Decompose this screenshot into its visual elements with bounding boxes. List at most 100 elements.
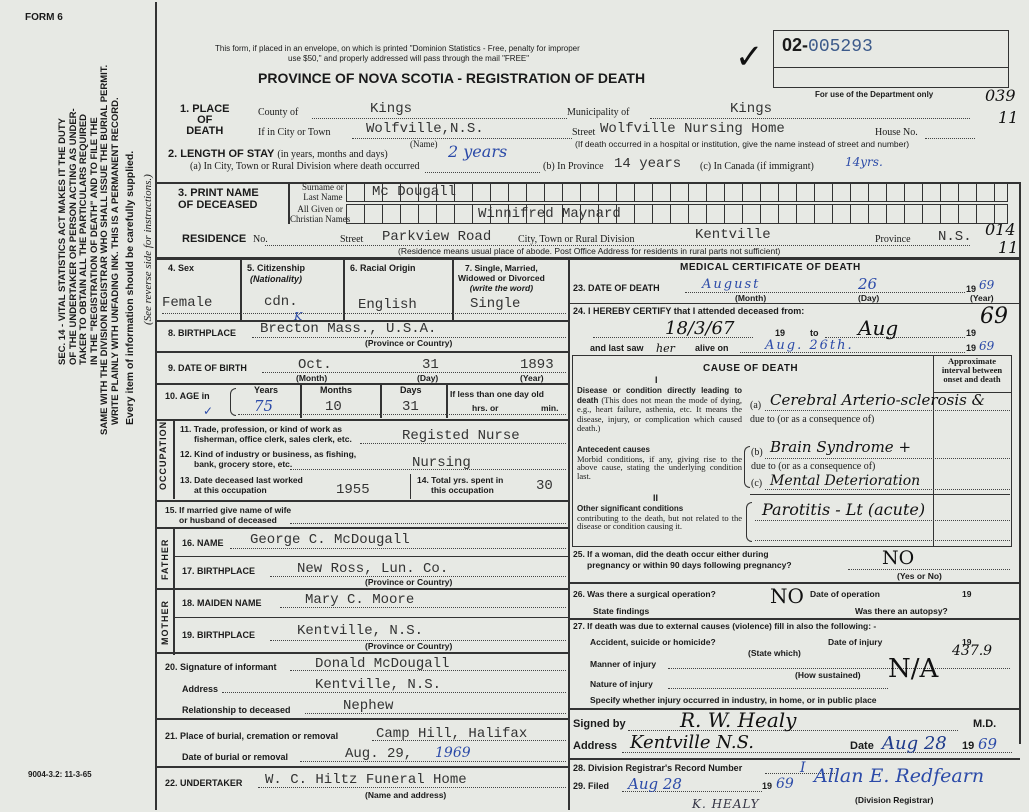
label: 13. Date deceased last worked <box>180 475 303 485</box>
label: Morbid conditions, if any, giving rise t… <box>577 453 742 481</box>
divider <box>157 588 568 590</box>
mother-birthplace: Kentville, N.S. <box>297 623 424 639</box>
hospital-note: (If death occurred in a hospital or inst… <box>575 139 910 149</box>
registrar-signature: Allan E. Redfearn <box>814 765 985 787</box>
due-to-label: due to (or as a consequence of) <box>751 461 876 472</box>
q15-label: 15. If married give name of wife or husba… <box>165 505 291 525</box>
residence-street-value: Parkview Road <box>382 229 492 245</box>
page-title: PROVINCE OF NOVA SCOTIA - REGISTRATION O… <box>258 70 646 86</box>
label: 11. Trade, profession, or kind of work a… <box>180 424 343 434</box>
line <box>270 640 566 641</box>
q26-label: 26. Was there a surgical operation? <box>573 589 716 599</box>
other-conditions-help: Other significant conditions contributing… <box>577 504 742 531</box>
reg-prefix: 02- <box>782 35 809 55</box>
birthplace-correction: K <box>294 310 303 323</box>
see-reverse-note: (See reverse side for instructions.) <box>142 174 154 325</box>
death-day: 26 <box>858 275 878 293</box>
label: (in years, months and days) <box>277 149 388 160</box>
province-country-note: (Province or Country) <box>365 641 453 651</box>
divider <box>343 258 345 320</box>
line <box>765 773 835 774</box>
residence-province-value: N.S. <box>938 229 972 245</box>
stay-b-value: 14 years <box>614 156 682 172</box>
divider <box>380 384 382 418</box>
spouse-line <box>290 523 566 524</box>
direct-cause-help: Disease or condition directly leading to… <box>577 386 742 434</box>
line <box>270 576 566 577</box>
dept-code: 014 <box>985 220 1016 239</box>
divider <box>568 758 1020 760</box>
line <box>622 752 1012 753</box>
q25-label: 25. If a woman, did the death occur eith… <box>573 549 792 571</box>
last-saw-date: Aug. 26th. <box>765 338 854 353</box>
line <box>238 414 566 415</box>
divider <box>568 618 1020 620</box>
line <box>593 337 753 338</box>
divider <box>157 527 568 529</box>
informant-name: Donald McDougall <box>315 656 450 672</box>
residence-city-value: Kentville <box>695 227 771 243</box>
divider <box>240 258 242 320</box>
attended-from: 18/3/67 <box>665 318 735 339</box>
last-saw-year: 69 <box>979 339 995 353</box>
not-applicable-mark: N/A <box>888 654 939 684</box>
label: 12. Kind of industry or business, as fis… <box>180 449 357 459</box>
how-sustained-note: (How sustained) <box>795 670 861 680</box>
label: OF DECEASED <box>178 199 258 211</box>
burial-year: 1969 <box>435 745 471 761</box>
q13-label: 13. Date deceased last worked at this occ… <box>180 475 303 495</box>
months-label: Months <box>320 385 352 395</box>
line <box>848 569 1010 570</box>
q20-label: 20. Signature of informant <box>165 662 277 672</box>
cause-c-label: (c) <box>751 478 763 489</box>
county-line <box>312 118 567 119</box>
given-names-value: Winnifred Maynard <box>478 206 621 222</box>
line <box>685 292 965 293</box>
year-note: (Year) <box>520 373 544 383</box>
province-country-note: (Province or Country) <box>365 577 453 587</box>
physician-address: Kentville N.S. <box>630 732 754 753</box>
year-prefix: 19 <box>966 328 977 338</box>
label: 7. Single, Married, <box>465 263 538 273</box>
side-line: SEC. 14 - VITAL STATISTICS ACT MAKES IT … <box>57 117 68 365</box>
registration-number-box: 02-005293 <box>773 30 1009 88</box>
part-two: II <box>653 493 659 503</box>
specify-label: Specify whether injury occurred in indus… <box>590 695 877 705</box>
q21-label: 21. Place of burial, cremation or remova… <box>165 731 339 741</box>
filed-date: Aug 28 <box>628 775 682 793</box>
year-prefix: 19 <box>966 284 977 294</box>
line <box>258 787 566 788</box>
line <box>825 337 965 338</box>
label: pregnancy or within 90 days following pr… <box>587 560 792 570</box>
side-line: WRITE PLAINLY WITH UNFADING INK. THIS IS… <box>109 97 121 425</box>
physician-signature: R. W. Healy <box>680 708 797 732</box>
line <box>740 352 965 353</box>
q28-label: 28. Division Registrar's Record Number <box>573 763 743 773</box>
dob-label: 9. DATE OF BIRTH <box>168 363 247 373</box>
label: (Nationality) <box>250 274 303 284</box>
divider <box>173 527 175 655</box>
residence-note: (Residence means usual place of abode. P… <box>398 246 781 256</box>
cause-b-value: Brain Syndrome + <box>770 438 912 456</box>
surname-value: Mc Dougall <box>372 184 457 200</box>
line <box>262 372 566 373</box>
checkmark-icon: ✓ <box>203 404 214 418</box>
stay-a-label: (a) In City, Town or Rural Division wher… <box>190 161 420 172</box>
min-label: min. <box>541 403 559 413</box>
house-no-label: House No. <box>875 127 918 138</box>
mail-note: This form, if placed in an envelope, on … <box>215 44 580 53</box>
divider <box>933 392 1011 393</box>
days-label: Days <box>400 385 422 395</box>
hrs-label: hrs. or <box>472 403 499 413</box>
label: 15. If married give name of wife <box>165 505 292 515</box>
print-name-label: 3. PRINT NAME OF DECEASED <box>178 187 259 211</box>
stay-a-line <box>425 172 540 173</box>
label: DEATH <box>186 125 224 137</box>
interval-label: Approximate interval between onset and d… <box>941 356 1003 384</box>
birthplace-value: Brecton Mass., U.S.A. <box>260 321 437 337</box>
cause-title: CAUSE OF DEATH <box>703 363 799 374</box>
name-note: (Name) <box>410 139 438 149</box>
divider <box>157 718 568 720</box>
year-prefix: 19 <box>962 740 975 752</box>
filed-year: 69 <box>776 776 794 792</box>
